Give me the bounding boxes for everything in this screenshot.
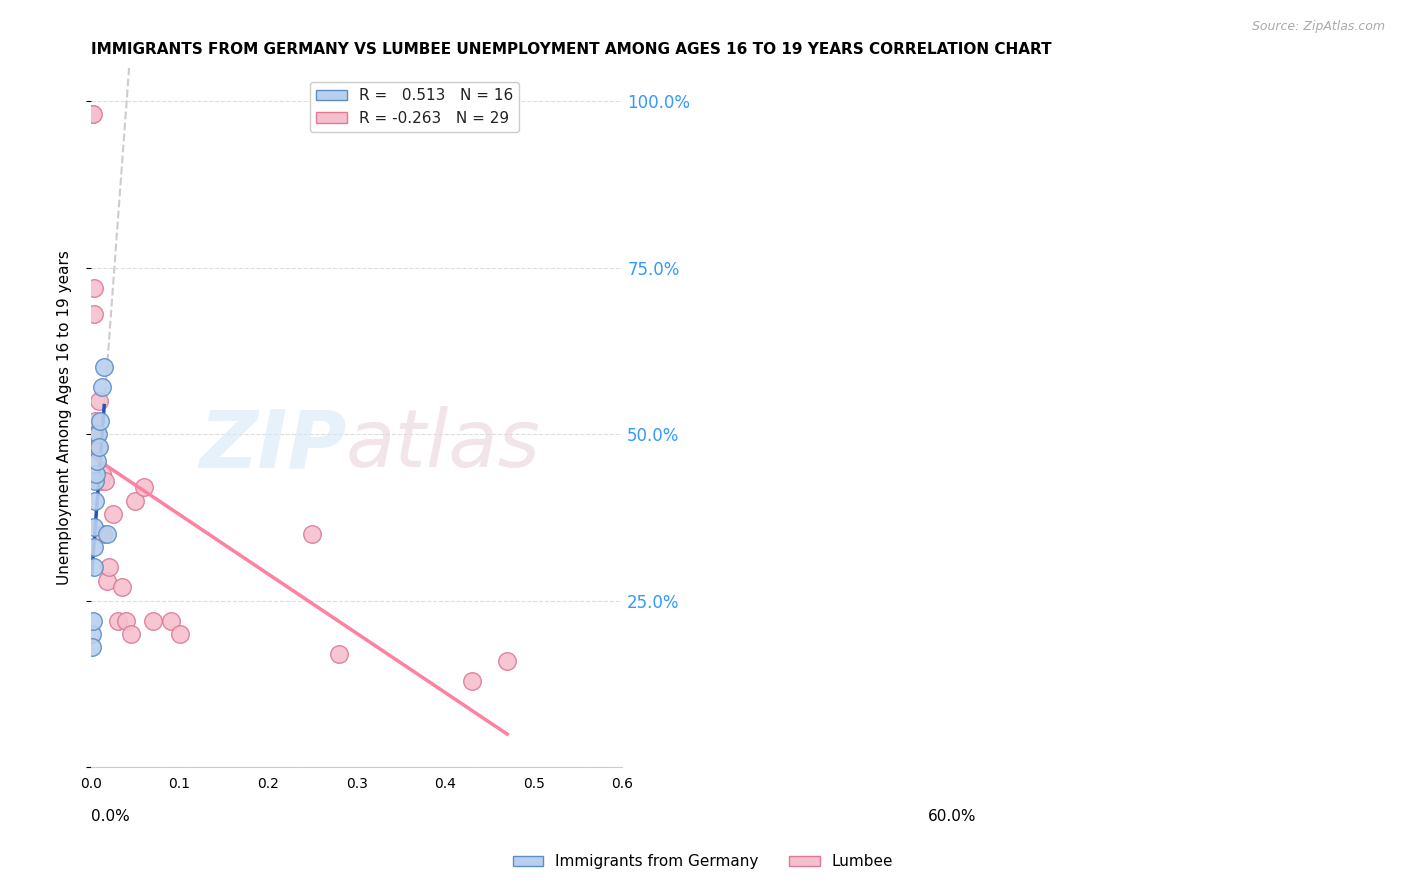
Point (461, 673, 484, 688)
Point (87, 441, 110, 455)
Point (82, 614, 104, 628)
Legend: R =   0.513   N = 16, R = -0.263   N = 29: R = 0.513 N = 16, R = -0.263 N = 29 (309, 82, 519, 132)
Text: 60.0%: 60.0% (928, 809, 977, 824)
Point (83, 307, 105, 321)
Point (124, 493, 146, 508)
Point (86, 427, 108, 442)
Point (159, 614, 181, 628)
Point (89, 474, 111, 488)
Text: IMMIGRANTS FROM GERMANY VS LUMBEE UNEMPLOYMENT AMONG AGES 16 TO 19 YEARS CORRELA: IMMIGRANTS FROM GERMANY VS LUMBEE UNEMPL… (91, 42, 1052, 57)
Point (80, 107, 103, 121)
Point (132, 480, 155, 494)
Point (107, 614, 129, 628)
Point (80, 627, 103, 641)
Point (96, 527, 118, 541)
Point (301, 527, 323, 541)
Legend: Immigrants from Germany, Lumbee: Immigrants from Germany, Lumbee (506, 848, 900, 875)
Point (142, 614, 165, 628)
Point (120, 627, 142, 641)
Point (111, 580, 134, 594)
Point (83, 520, 105, 534)
Point (328, 647, 350, 661)
Point (90, 380, 112, 394)
Point (84, 414, 107, 428)
Point (91, 527, 114, 541)
Point (94, 474, 117, 488)
Point (83, 541, 105, 555)
Point (80, 640, 103, 655)
Point (96, 574, 118, 588)
Point (87, 441, 110, 455)
Point (87, 393, 110, 408)
Point (86, 454, 108, 468)
Text: Source: ZipAtlas.com: Source: ZipAtlas.com (1251, 20, 1385, 33)
Point (115, 614, 138, 628)
Point (87, 427, 110, 442)
Point (83, 280, 105, 294)
Point (83, 560, 105, 574)
Point (84, 427, 107, 442)
Point (93, 360, 115, 375)
Text: ZIP: ZIP (198, 407, 346, 484)
Text: 0.0%: 0.0% (91, 809, 129, 824)
Text: atlas: atlas (346, 407, 541, 484)
Point (97, 560, 120, 574)
Point (89, 414, 111, 428)
Point (496, 654, 519, 668)
Point (82, 107, 104, 121)
Y-axis label: Unemployment Among Ages 16 to 19 years: Unemployment Among Ages 16 to 19 years (58, 250, 72, 585)
Point (101, 507, 124, 521)
Point (90, 467, 112, 481)
Point (84, 474, 107, 488)
Point (84, 467, 107, 481)
Point (169, 627, 191, 641)
Point (84, 493, 107, 508)
